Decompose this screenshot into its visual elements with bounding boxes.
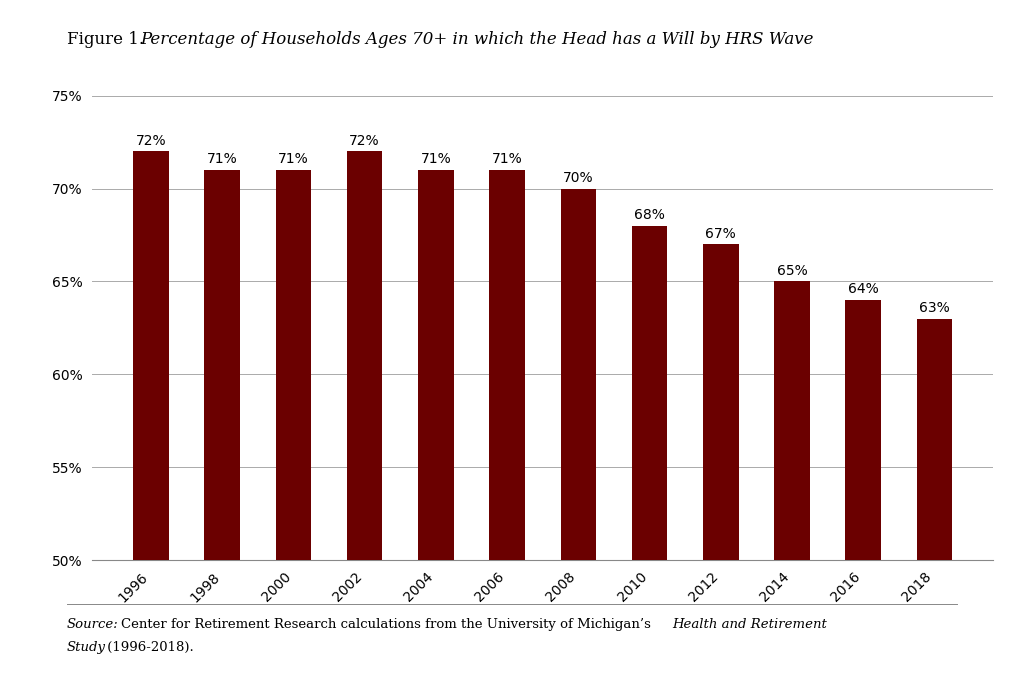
Text: 71%: 71% <box>279 152 309 166</box>
Text: 71%: 71% <box>421 152 452 166</box>
Text: 64%: 64% <box>848 282 879 296</box>
Text: 68%: 68% <box>634 208 665 222</box>
Bar <box>703 245 738 683</box>
Bar <box>418 170 454 683</box>
Text: Figure 1.: Figure 1. <box>67 31 148 48</box>
Bar <box>489 170 525 683</box>
Bar <box>916 318 952 683</box>
Text: (1996-2018).: (1996-2018). <box>103 641 195 654</box>
Bar <box>632 225 668 683</box>
Text: Study: Study <box>67 641 105 654</box>
Text: 70%: 70% <box>563 171 594 185</box>
Text: 71%: 71% <box>492 152 522 166</box>
Text: Percentage of Households Ages 70+ in which the Head has a Will by HRS Wave: Percentage of Households Ages 70+ in whi… <box>140 31 814 48</box>
Bar <box>774 281 810 683</box>
Bar <box>275 170 311 683</box>
Text: 63%: 63% <box>920 301 950 315</box>
Text: Source:: Source: <box>67 618 119 631</box>
Text: 72%: 72% <box>135 134 166 148</box>
Bar <box>133 152 169 683</box>
Bar <box>205 170 240 683</box>
Text: 72%: 72% <box>349 134 380 148</box>
Text: 71%: 71% <box>207 152 238 166</box>
Text: Center for Retirement Research calculations from the University of Michigan’s: Center for Retirement Research calculati… <box>121 618 655 631</box>
Bar <box>846 300 881 683</box>
Text: 67%: 67% <box>706 227 736 240</box>
Bar <box>347 152 382 683</box>
Text: Health and Retirement: Health and Retirement <box>672 618 826 631</box>
Bar <box>560 189 596 683</box>
Text: 65%: 65% <box>776 264 807 278</box>
